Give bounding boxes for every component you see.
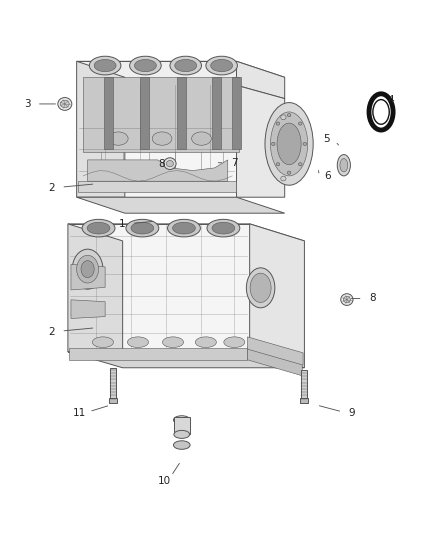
Polygon shape xyxy=(140,77,149,149)
Polygon shape xyxy=(237,61,285,99)
Ellipse shape xyxy=(60,100,69,108)
Ellipse shape xyxy=(271,112,308,176)
Ellipse shape xyxy=(250,273,271,303)
Ellipse shape xyxy=(82,220,115,237)
Ellipse shape xyxy=(373,100,389,124)
Text: 10: 10 xyxy=(158,476,171,486)
Ellipse shape xyxy=(152,132,172,146)
Polygon shape xyxy=(104,77,113,149)
Text: 11: 11 xyxy=(73,408,86,418)
Ellipse shape xyxy=(340,159,348,172)
Text: 3: 3 xyxy=(24,99,31,109)
Polygon shape xyxy=(71,300,105,319)
Polygon shape xyxy=(77,85,237,197)
Ellipse shape xyxy=(211,59,233,72)
Polygon shape xyxy=(77,61,125,197)
Bar xyxy=(174,417,190,434)
Ellipse shape xyxy=(87,222,110,234)
Ellipse shape xyxy=(72,249,103,289)
Ellipse shape xyxy=(164,158,176,169)
Ellipse shape xyxy=(170,56,201,75)
Text: 7: 7 xyxy=(231,158,238,168)
Ellipse shape xyxy=(173,441,190,449)
Ellipse shape xyxy=(58,98,72,110)
Ellipse shape xyxy=(134,59,156,72)
Polygon shape xyxy=(68,224,304,241)
Ellipse shape xyxy=(276,163,280,166)
Polygon shape xyxy=(88,160,228,181)
Ellipse shape xyxy=(126,220,159,237)
Bar xyxy=(109,398,117,403)
Ellipse shape xyxy=(303,142,307,146)
Ellipse shape xyxy=(337,155,350,176)
Polygon shape xyxy=(177,77,186,149)
Ellipse shape xyxy=(224,337,245,348)
Text: 1: 1 xyxy=(118,219,125,229)
Polygon shape xyxy=(237,85,285,197)
Text: 8: 8 xyxy=(159,159,166,168)
Polygon shape xyxy=(69,348,247,360)
Ellipse shape xyxy=(174,431,190,438)
Polygon shape xyxy=(71,264,105,290)
Ellipse shape xyxy=(173,416,190,424)
Polygon shape xyxy=(247,337,303,365)
Ellipse shape xyxy=(265,102,313,185)
Ellipse shape xyxy=(127,337,148,348)
Ellipse shape xyxy=(130,56,161,75)
Ellipse shape xyxy=(207,220,240,237)
Ellipse shape xyxy=(89,56,121,75)
Polygon shape xyxy=(68,352,304,368)
Ellipse shape xyxy=(109,132,128,146)
Ellipse shape xyxy=(131,222,154,234)
Ellipse shape xyxy=(175,59,197,72)
Ellipse shape xyxy=(287,171,291,174)
Polygon shape xyxy=(77,61,237,85)
Ellipse shape xyxy=(77,255,99,283)
Ellipse shape xyxy=(246,268,275,308)
Polygon shape xyxy=(68,224,250,352)
Ellipse shape xyxy=(92,337,113,348)
Ellipse shape xyxy=(298,163,302,166)
Polygon shape xyxy=(250,224,304,368)
Polygon shape xyxy=(77,61,285,77)
Ellipse shape xyxy=(281,176,286,181)
Polygon shape xyxy=(83,77,239,152)
Polygon shape xyxy=(247,348,302,376)
Polygon shape xyxy=(68,224,123,352)
Bar xyxy=(301,370,307,400)
Ellipse shape xyxy=(167,220,200,237)
Ellipse shape xyxy=(81,261,94,278)
Ellipse shape xyxy=(192,132,211,146)
Ellipse shape xyxy=(277,123,301,165)
Text: 2: 2 xyxy=(48,327,55,336)
Ellipse shape xyxy=(162,337,184,348)
Text: 8: 8 xyxy=(369,294,376,303)
Ellipse shape xyxy=(206,56,237,75)
Ellipse shape xyxy=(272,142,275,146)
Ellipse shape xyxy=(341,294,353,305)
Polygon shape xyxy=(77,197,285,213)
Ellipse shape xyxy=(173,222,195,234)
Ellipse shape xyxy=(195,337,216,348)
Ellipse shape xyxy=(343,296,350,303)
Ellipse shape xyxy=(212,222,235,234)
Ellipse shape xyxy=(281,115,286,120)
Polygon shape xyxy=(212,77,221,149)
Ellipse shape xyxy=(166,160,173,167)
Bar xyxy=(300,398,308,403)
Text: 9: 9 xyxy=(348,408,355,418)
Text: 2: 2 xyxy=(48,183,55,192)
Text: 6: 6 xyxy=(324,171,331,181)
Ellipse shape xyxy=(94,59,116,72)
Text: 4: 4 xyxy=(388,95,395,105)
Ellipse shape xyxy=(276,122,280,125)
Text: 5: 5 xyxy=(323,134,330,143)
Ellipse shape xyxy=(287,114,291,117)
Ellipse shape xyxy=(281,147,286,152)
Polygon shape xyxy=(232,77,241,149)
Bar xyxy=(110,368,116,400)
Polygon shape xyxy=(78,181,236,192)
Ellipse shape xyxy=(298,122,302,125)
